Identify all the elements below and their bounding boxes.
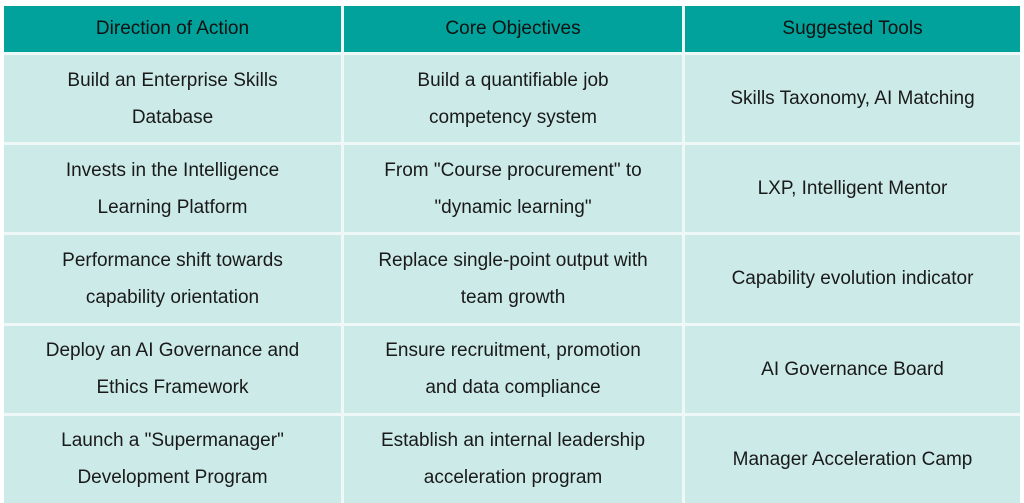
- cell-text-line: Skills Taxonomy, AI Matching: [730, 88, 975, 110]
- cell-text-line: capability orientation: [85, 286, 260, 308]
- cell-text-line: Deploy an AI Governance and: [45, 340, 300, 362]
- column-header-label: Direction of Action: [95, 18, 250, 39]
- cell-text-line: team growth: [460, 286, 566, 308]
- action-objectives-tools-table: Direction of Action Core Objectives Sugg…: [4, 6, 1020, 503]
- cell-text-line: Invests in the Intelligence: [65, 159, 280, 181]
- table-cell-action-3: Performance shift towards capability ori…: [4, 235, 341, 323]
- table-cell-objective-5: Establish an internal leadership acceler…: [344, 415, 682, 503]
- cell-text-line: "dynamic learning": [434, 196, 592, 218]
- table-cell-objective-2: From "Course procurement" to "dynamic le…: [344, 145, 682, 233]
- table-cell-tools-1: Skills Taxonomy, AI Matching: [685, 55, 1020, 143]
- cell-text-line: competency system: [429, 106, 597, 128]
- column-header-core-objectives: Core Objectives: [344, 6, 682, 52]
- table-cell-tools-4: AI Governance Board: [685, 325, 1020, 413]
- table-cell-tools-2: LXP, Intelligent Mentor: [685, 145, 1020, 233]
- table-cell-tools-3: Capability evolution indicator: [685, 235, 1020, 323]
- table-cell-action-4: Deploy an AI Governance and Ethics Frame…: [4, 325, 341, 413]
- cell-text-line: Performance shift towards: [62, 249, 283, 271]
- cell-text-line: Build an Enterprise Skills: [67, 69, 278, 91]
- cell-text-line: and data compliance: [425, 377, 601, 399]
- cell-text-line: From "Course procurement" to: [384, 159, 642, 181]
- table-cell-tools-5: Manager Acceleration Camp: [685, 415, 1020, 503]
- cell-text-line: acceleration program: [423, 467, 603, 489]
- table-cell-action-5: Launch a "Supermanager" Development Prog…: [4, 415, 341, 503]
- cell-text-line: Establish an internal leadership: [380, 430, 646, 452]
- cell-text-line: LXP, Intelligent Mentor: [757, 178, 948, 200]
- cell-text-line: Replace single-point output with: [378, 249, 648, 271]
- cell-text-line: Capability evolution indicator: [731, 268, 974, 290]
- column-header-suggested-tools: Suggested Tools: [685, 6, 1020, 52]
- table-cell-objective-4: Ensure recruitment, promotion and data c…: [344, 325, 682, 413]
- column-header-label: Core Objectives: [445, 18, 581, 39]
- cell-text-line: Launch a "Supermanager": [61, 430, 284, 452]
- table-cell-action-1: Build an Enterprise Skills Database: [4, 55, 341, 143]
- cell-text-line: Ensure recruitment, promotion: [385, 340, 641, 362]
- cell-text-line: Ethics Framework: [96, 377, 249, 399]
- column-header-direction-of-action: Direction of Action: [4, 6, 341, 52]
- cell-text-line: Learning Platform: [97, 196, 248, 218]
- cell-text-line: Database: [131, 106, 214, 128]
- table-cell-action-2: Invests in the Intelligence Learning Pla…: [4, 145, 341, 233]
- cell-text-line: Manager Acceleration Camp: [732, 448, 973, 470]
- cell-text-line: Build a quantifiable job: [417, 69, 609, 91]
- cell-text-line: Development Program: [77, 467, 268, 489]
- table-cell-objective-1: Build a quantifiable job competency syst…: [344, 55, 682, 143]
- table-cell-objective-3: Replace single-point output with team gr…: [344, 235, 682, 323]
- column-header-label: Suggested Tools: [782, 18, 923, 39]
- cell-text-line: AI Governance Board: [761, 358, 944, 380]
